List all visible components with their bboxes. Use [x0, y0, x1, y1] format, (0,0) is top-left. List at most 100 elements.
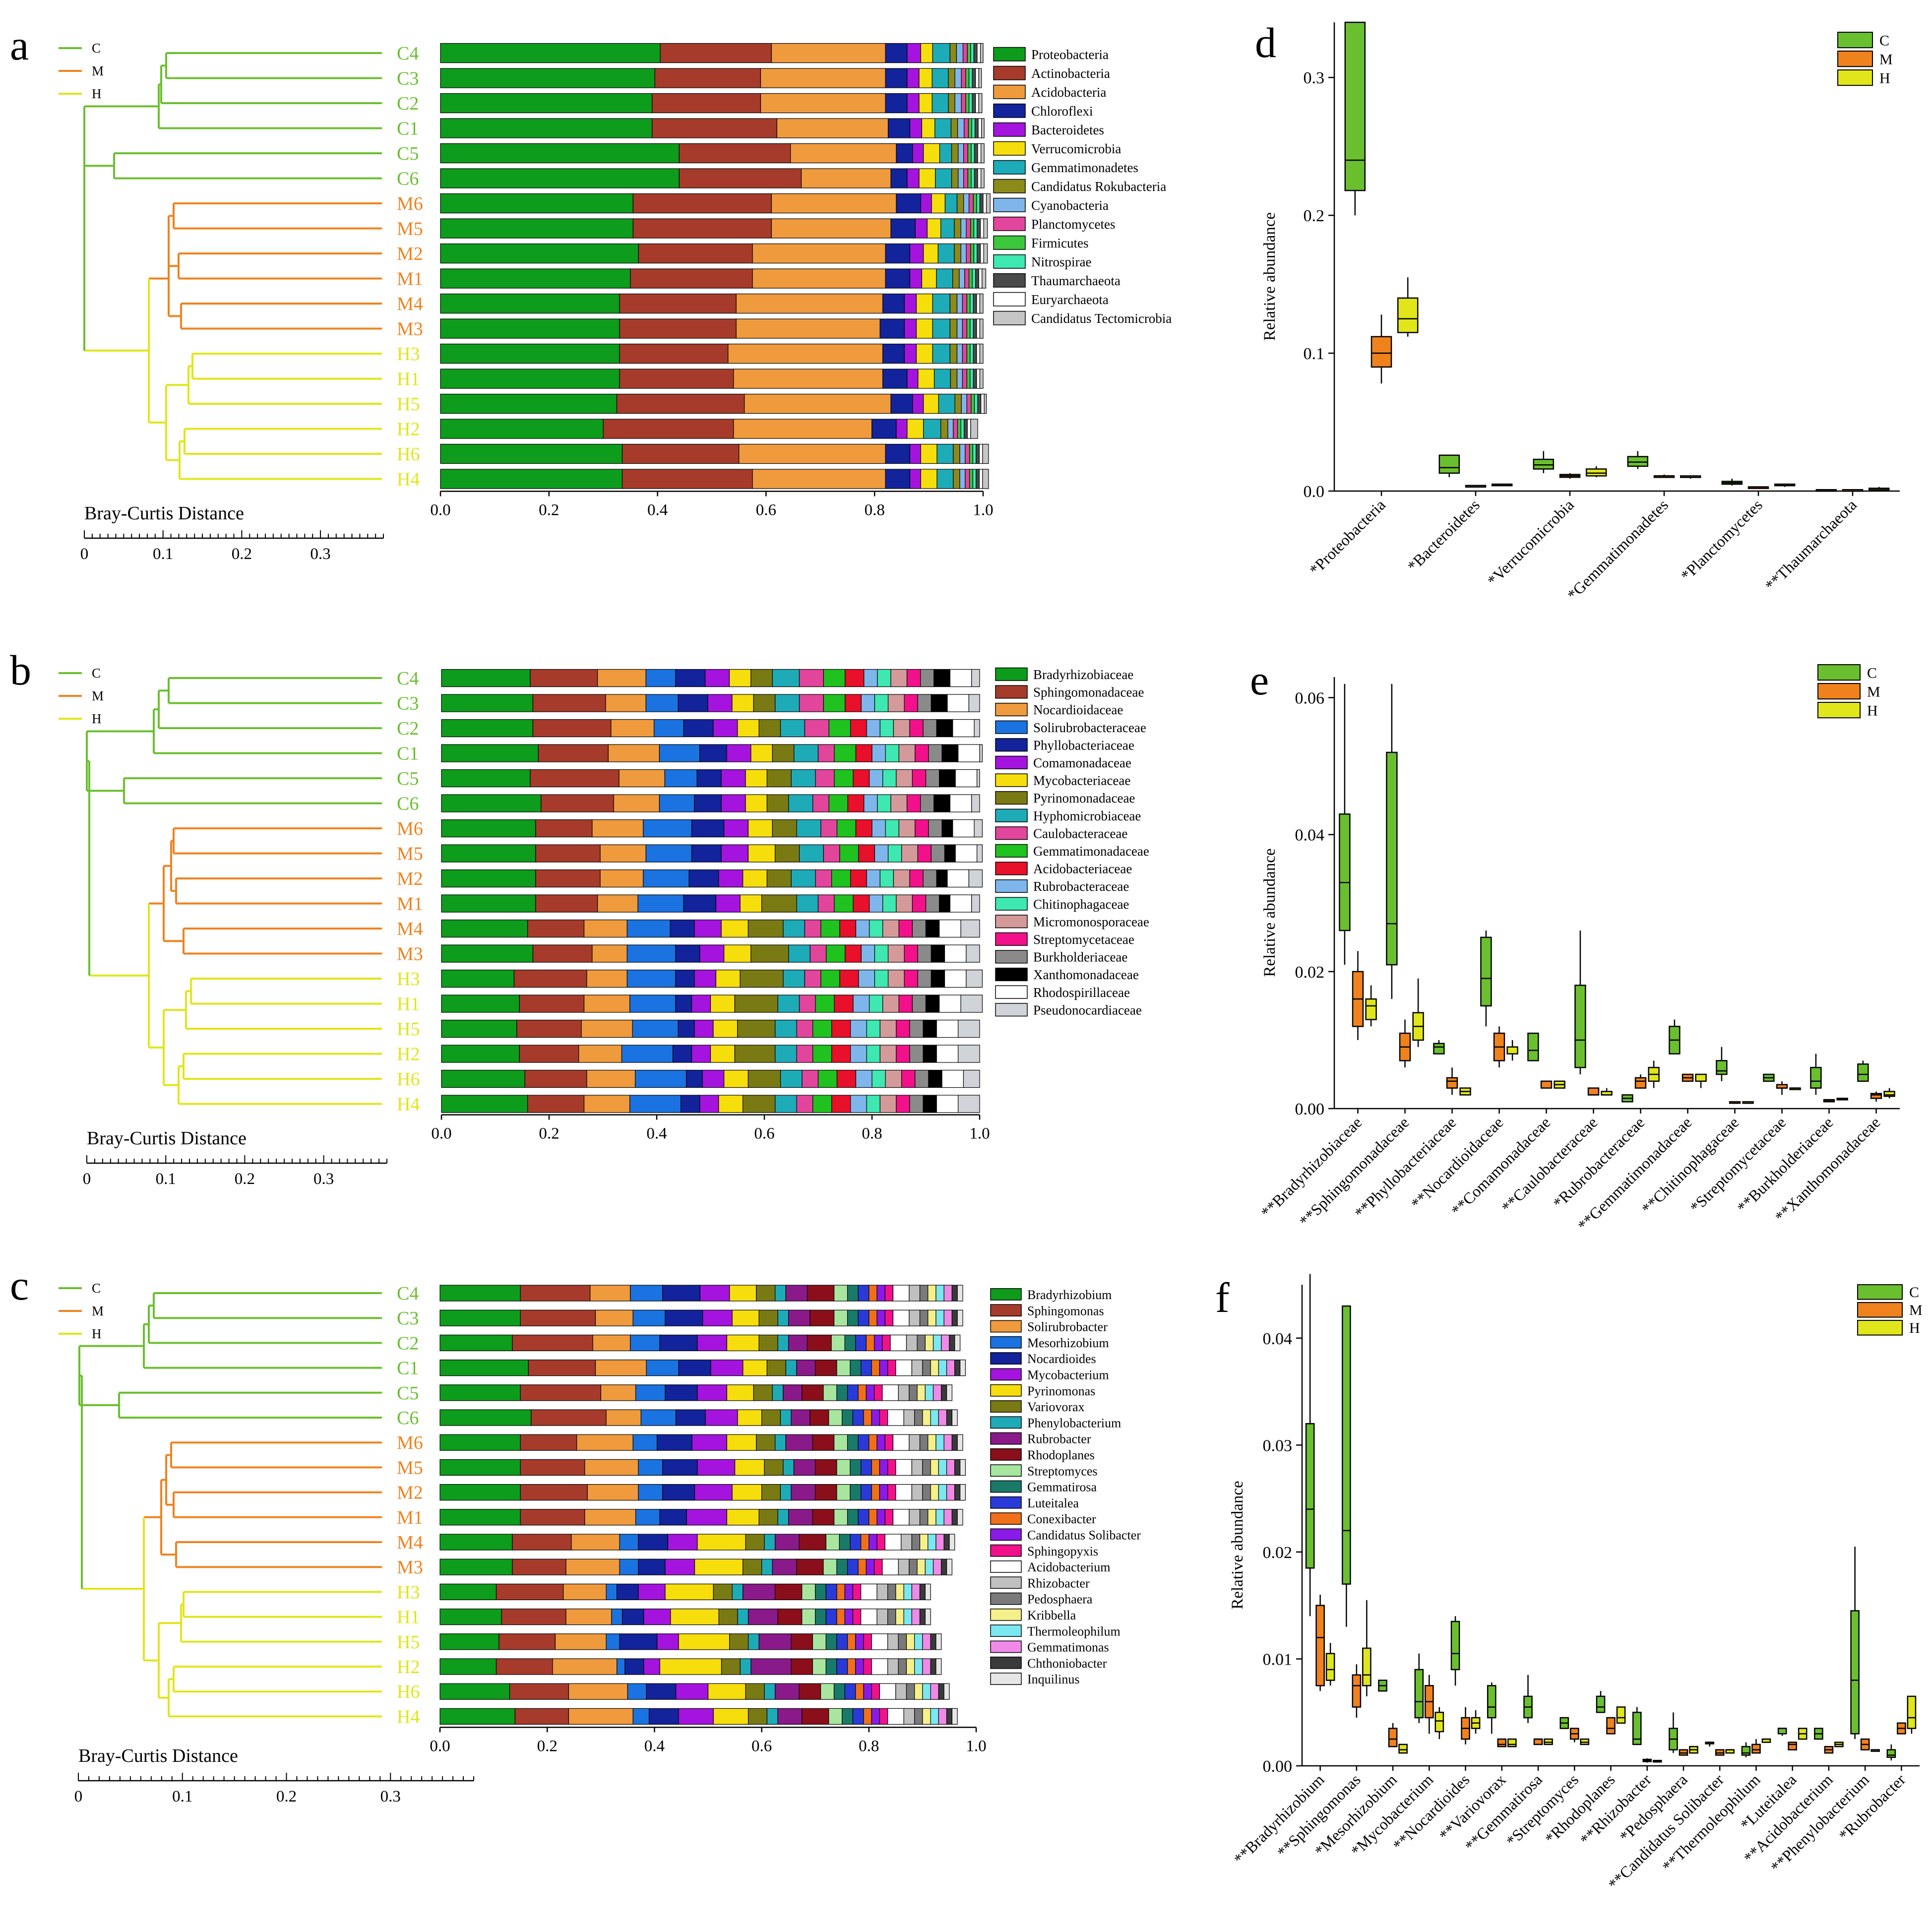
taxa-legend-label: Sphingomonas [1027, 1304, 1104, 1318]
stacked-bar-segment [737, 719, 759, 738]
stacked-bar-segment [879, 719, 894, 738]
stacked-bar-segment [622, 1609, 644, 1625]
stacked-bar-segment [968, 193, 974, 214]
stacked-bar-segment [519, 995, 585, 1013]
taxa-legend-swatch [990, 1528, 1022, 1541]
stacked-bar-segment [681, 1095, 700, 1113]
stacked-bar-segment [950, 118, 958, 138]
stacked-bar-segment [659, 794, 695, 812]
box-body [1446, 1077, 1458, 1089]
stacked-bar-segment [785, 1360, 797, 1376]
bar-x-tick-label: 0.6 [756, 501, 776, 519]
stacked-bar-segment [938, 393, 955, 414]
stacked-bar-segment [630, 268, 753, 289]
stacked-bar-segment [815, 869, 832, 888]
stacked-bar-segment [799, 1534, 826, 1551]
stacked-bar-segment [850, 1534, 862, 1551]
stacked-bar-segment [936, 469, 954, 489]
stacked-bar-segment [678, 694, 708, 712]
stacked-bar-segment [971, 393, 975, 414]
stacked-bar-segment [850, 869, 867, 888]
stacked-bar-segment [909, 1045, 924, 1063]
stacked-bar-segment [915, 744, 929, 762]
stacked-bar-segment [860, 1484, 872, 1501]
stacked-bar-segment [761, 894, 797, 913]
sample-label: C1 [397, 119, 419, 139]
group-legend-label: M [1867, 684, 1880, 700]
taxa-legend-swatch [993, 311, 1026, 325]
stacked-bar-segment [965, 443, 970, 464]
stacked-bar-segment [678, 1708, 714, 1725]
stacked-bar-segment [919, 1309, 929, 1326]
box-body [1305, 1423, 1315, 1569]
stacked-bar-segment [938, 1360, 947, 1376]
stacked-bar-segment [972, 68, 976, 88]
stacked-bar-segment [697, 1334, 727, 1351]
stacked-bar-segment [595, 1360, 647, 1376]
stacked-bar-segment [925, 1583, 931, 1600]
stacked-bar-segment [766, 869, 792, 888]
stacked-bar-segment [836, 1583, 845, 1600]
tree-scale-tick-label: 0.1 [172, 1788, 192, 1805]
sample-label: M6 [397, 818, 423, 839]
stacked-bar-segment [882, 919, 899, 938]
stacked-bar-segment [702, 1069, 725, 1088]
stacked-bar-segment [869, 769, 883, 788]
stacked-bar-segment [788, 944, 810, 963]
stacked-bar-segment [919, 168, 936, 188]
stacked-bar-segment [847, 1658, 856, 1675]
stacked-bar-segment [441, 719, 534, 738]
stacked-bar-segment [931, 969, 945, 988]
stacked-bar-segment [788, 1334, 808, 1351]
stacked-bar-segment [887, 1633, 899, 1650]
stacked-bar-segment [957, 1509, 963, 1526]
stacked-bar-segment [943, 1434, 952, 1451]
stacked-bar-segment [969, 443, 973, 464]
stacked-bar-segment [974, 168, 978, 188]
stacked-bar-segment [935, 1534, 944, 1551]
stacked-bar-segment [906, 669, 921, 687]
stacked-bar-segment [962, 43, 968, 63]
stacked-bar-segment [750, 744, 773, 762]
stacked-bar-segment [911, 1459, 923, 1476]
stacked-bar-segment [858, 1558, 867, 1575]
box-body [1716, 1060, 1728, 1075]
sample-label: H5 [397, 1019, 420, 1040]
stacked-bar-segment [823, 844, 840, 863]
stacked-bar-segment [909, 443, 921, 464]
stacked-bar-segment [912, 894, 927, 913]
sample-label: H4 [397, 1094, 420, 1115]
stacked-bar-segment [949, 43, 957, 63]
stacked-bar-segment [758, 719, 781, 738]
bar-x-tick-label: 0.8 [865, 501, 885, 519]
stacked-bar-segment [973, 318, 977, 339]
stacked-bar-segment [876, 1309, 885, 1326]
stacked-bar-segment [646, 1360, 679, 1376]
stacked-bar-segment [885, 268, 910, 289]
stacked-bar-segment [576, 1434, 633, 1451]
stacked-bar-segment [874, 1558, 883, 1575]
stacked-bar-segment [954, 243, 961, 264]
stacked-bar-segment [918, 369, 935, 389]
stacked-bar-segment [812, 1045, 832, 1063]
stacked-bar-segment [916, 318, 933, 339]
stacked-bar-segment [914, 1708, 923, 1725]
stacked-bar-segment [753, 694, 776, 712]
stacked-bar-segment [520, 1459, 585, 1476]
stacked-bar-segment [923, 719, 937, 738]
stacked-bar-segment [895, 1583, 904, 1600]
stacked-bar-segment [954, 1360, 961, 1376]
taxa-legend-label: Candidatus Tectomicrobia [1031, 311, 1172, 326]
stacked-bar-segment [974, 393, 978, 414]
stacked-bar-segment [896, 143, 913, 164]
stacked-bar-segment [960, 218, 967, 239]
stacked-bar-segment [592, 1334, 631, 1351]
stacked-bar-segment [904, 694, 918, 712]
stacked-bar-segment [626, 919, 671, 938]
bar-x-tick-label: 0.4 [644, 1737, 665, 1755]
sample-label: C6 [397, 169, 419, 189]
stacked-bar-segment [968, 268, 973, 289]
stacked-bar-segment [973, 43, 978, 63]
stacked-bar-segment [761, 1484, 781, 1501]
stacked-bar-segment [532, 719, 612, 738]
